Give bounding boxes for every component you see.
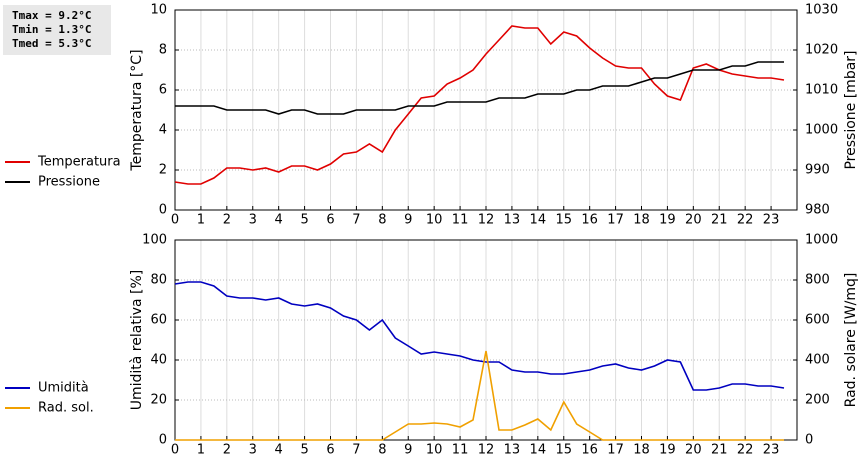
x-tick-label: 16	[581, 213, 598, 228]
x-tick-label: 23	[763, 213, 780, 228]
y2-tick-label: 600	[805, 313, 830, 328]
y2-tick-label: 1020	[805, 43, 838, 58]
x-tick-label: 9	[404, 443, 412, 458]
x-tick-label: 8	[378, 443, 386, 458]
x-tick-label: 22	[737, 443, 754, 458]
y2-tick-label: 200	[805, 393, 830, 408]
y-tick-label: 100	[142, 233, 167, 248]
stats-box	[3, 5, 111, 55]
y-tick-label: 20	[150, 393, 167, 408]
x-tick-label: 11	[452, 443, 469, 458]
y-tick-label: 40	[150, 353, 167, 368]
x-tick-label: 18	[633, 213, 650, 228]
x-tick-label: 20	[685, 443, 702, 458]
x-tick-label: 17	[607, 443, 624, 458]
x-tick-label: 4	[275, 443, 283, 458]
x-tick-label: 13	[504, 443, 521, 458]
x-tick-label: 7	[352, 213, 360, 228]
stats-text: Tmax = 9.2°C	[12, 9, 91, 22]
legend-label: Temperatura	[37, 155, 121, 170]
x-tick-label: 21	[711, 213, 728, 228]
x-tick-label: 3	[249, 213, 257, 228]
x-tick-label: 5	[300, 443, 308, 458]
y-tick-label: 4	[159, 123, 167, 138]
x-tick-label: 12	[478, 213, 495, 228]
x-tick-label: 19	[659, 213, 676, 228]
series-line	[174, 25, 785, 185]
x-tick-label: 6	[326, 213, 334, 228]
x-tick-label: 21	[711, 443, 728, 458]
x-tick-label: 3	[249, 443, 257, 458]
y-tick-label: 0	[159, 203, 167, 218]
y2-tick-label: 990	[805, 163, 830, 178]
y2-tick-label: 0	[805, 433, 813, 448]
y-tick-label: 6	[159, 83, 167, 98]
x-tick-label: 7	[352, 443, 360, 458]
y-axis-title: Temperatura [°C]	[129, 49, 145, 171]
legend-label: Umidità	[38, 381, 89, 396]
legend-label: Rad. sol.	[38, 401, 94, 416]
x-tick-label: 15	[555, 213, 572, 228]
x-tick-label: 13	[504, 213, 521, 228]
y2-tick-label: 800	[805, 273, 830, 288]
x-tick-label: 14	[530, 443, 547, 458]
stats-text: Tmed = 5.3°C	[12, 37, 91, 50]
x-tick-label: 0	[171, 443, 179, 458]
y-tick-label: 2	[159, 163, 167, 178]
x-tick-label: 23	[763, 443, 780, 458]
y-tick-label: 80	[150, 273, 167, 288]
y-tick-label: 8	[159, 43, 167, 58]
x-tick-label: 4	[275, 213, 283, 228]
y2-tick-label: 980	[805, 203, 830, 218]
x-tick-label: 10	[426, 443, 443, 458]
x-tick-label: 6	[326, 443, 334, 458]
y2-tick-label: 1000	[805, 123, 838, 138]
x-tick-label: 1	[197, 213, 205, 228]
x-tick-label: 20	[685, 213, 702, 228]
x-tick-label: 22	[737, 213, 754, 228]
x-tick-label: 2	[223, 443, 231, 458]
x-tick-label: 1	[197, 443, 205, 458]
y2-axis-title: Pressione [mbar]	[843, 50, 859, 169]
y-axis-title: Umidità relativa [%]	[129, 270, 145, 411]
x-tick-label: 2	[223, 213, 231, 228]
x-tick-label: 15	[555, 443, 572, 458]
x-tick-label: 18	[633, 443, 650, 458]
series-line	[175, 350, 784, 441]
x-tick-label: 11	[452, 213, 469, 228]
stats-text: Tmin = 1.3°C	[12, 23, 91, 36]
x-tick-label: 14	[530, 213, 547, 228]
legend-label: Pressione	[38, 175, 100, 190]
x-tick-label: 19	[659, 443, 676, 458]
x-tick-label: 0	[171, 213, 179, 228]
y-tick-label: 0	[159, 433, 167, 448]
y2-tick-label: 1000	[805, 233, 838, 248]
x-tick-label: 17	[607, 213, 624, 228]
x-tick-label: 12	[478, 443, 495, 458]
y2-tick-label: 1010	[805, 83, 838, 98]
y2-tick-label: 1030	[805, 3, 838, 18]
x-tick-label: 9	[404, 213, 412, 228]
x-tick-label: 5	[300, 213, 308, 228]
x-tick-label: 10	[426, 213, 443, 228]
series-line	[174, 281, 785, 391]
y-tick-label: 60	[150, 313, 167, 328]
series-line	[175, 61, 784, 115]
x-tick-label: 16	[581, 443, 598, 458]
y2-tick-label: 400	[805, 353, 830, 368]
x-tick-label: 8	[378, 213, 386, 228]
y-tick-label: 10	[150, 3, 167, 18]
y2-axis-title: Rad. solare [W/mq]	[843, 273, 859, 408]
